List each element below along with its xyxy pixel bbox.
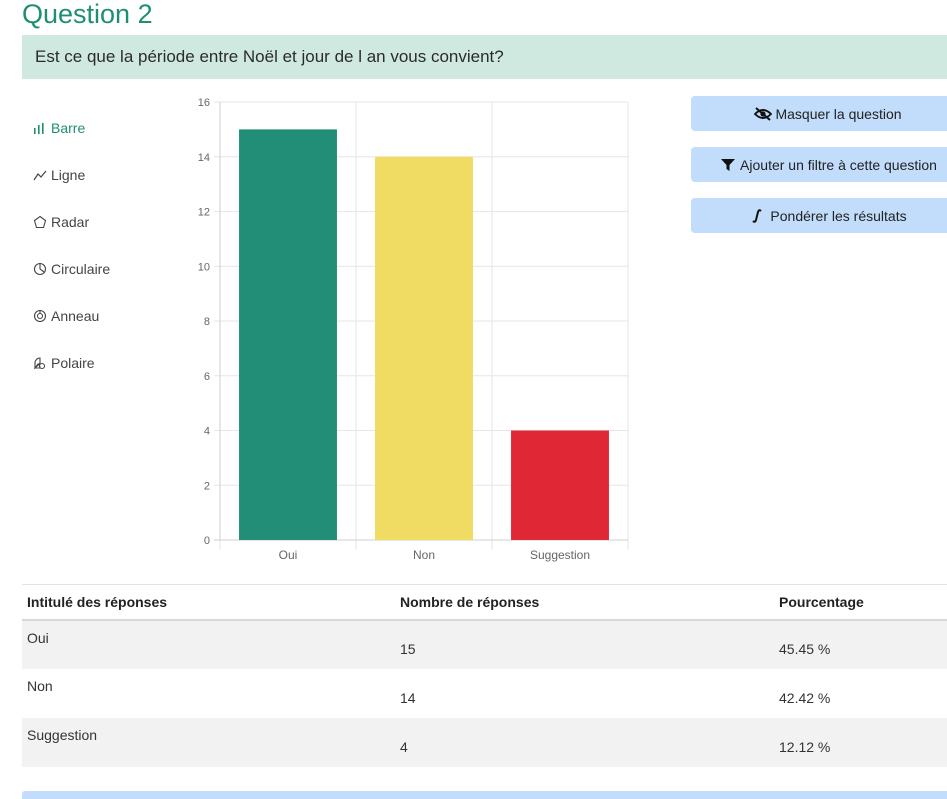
bar-oui: [239, 129, 337, 540]
y-tick-label: 2: [204, 480, 210, 492]
chart-type-selector: Barre Ligne Radar Circulaire Anneau Pola…: [33, 104, 173, 386]
polar-chart-icon: [33, 356, 47, 370]
y-tick-label: 16: [198, 97, 210, 109]
chart-type-label: Circulaire: [51, 260, 111, 277]
chart-type-label: Anneau: [51, 307, 100, 324]
chart-type-donut[interactable]: Anneau: [33, 292, 173, 339]
y-tick-label: 4: [204, 426, 210, 438]
table-row: Oui 15 45.45 %: [22, 620, 947, 669]
results-table: Intitulé des réponses Nombre de réponses…: [22, 584, 947, 767]
hide-question-button[interactable]: Masquer la question: [691, 96, 947, 131]
add-filter-label: Ajouter un filtre à cette question: [740, 156, 937, 173]
question-text: Est ce que la période entre Noël et jour…: [22, 35, 947, 79]
response-count: 14: [400, 689, 416, 706]
answer-label: Non: [27, 678, 53, 694]
weight-results-label: Pondérer les résultats: [770, 207, 907, 224]
y-tick-label: 8: [204, 316, 210, 328]
answer-label: Oui: [22, 620, 395, 669]
bar-non: [375, 156, 473, 540]
chart-type-label: Polaire: [51, 354, 95, 371]
chart-type-label: Radar: [51, 213, 90, 230]
bar-suggestion: [511, 430, 609, 540]
next-section-bar: [22, 791, 947, 799]
weight-results-button[interactable]: Pondérer les résultats: [691, 198, 947, 233]
chart-type-label: Ligne: [51, 166, 86, 183]
pie-chart-icon: [33, 262, 47, 276]
header-percentage: Pourcentage: [774, 584, 947, 621]
header-answer-label: Intitulé des réponses: [22, 584, 395, 621]
percentage: 12.12 %: [774, 718, 947, 767]
filter-icon: [719, 158, 737, 172]
x-tick-label: Oui: [279, 548, 298, 562]
question-actions: Masquer la question Ajouter un filtre à …: [691, 96, 947, 249]
eye-slash-icon: [754, 106, 773, 121]
y-tick-label: 14: [198, 152, 210, 164]
chart-type-bar[interactable]: Barre: [33, 104, 173, 151]
radar-chart-icon: [33, 215, 47, 229]
line-chart-icon: [33, 168, 47, 182]
answer-label: Suggestion: [22, 718, 395, 767]
chart-type-radar[interactable]: Radar: [33, 198, 173, 245]
question-title: Question 2: [22, 0, 153, 29]
chart-type-line[interactable]: Ligne: [33, 151, 173, 198]
percentage: 42.42 %: [779, 689, 831, 706]
donut-chart-icon: [33, 309, 47, 323]
percentage: 45.45 %: [774, 620, 947, 669]
x-tick-label: Suggestion: [530, 548, 590, 562]
function-icon: [749, 208, 767, 223]
y-tick-label: 0: [204, 535, 210, 547]
x-tick-label: Non: [413, 548, 435, 562]
y-tick-label: 10: [198, 261, 210, 273]
add-filter-button[interactable]: Ajouter un filtre à cette question: [691, 147, 947, 182]
header-response-count: Nombre de réponses: [395, 584, 774, 621]
hide-question-label: Masquer la question: [775, 105, 902, 122]
table-header-row: Intitulé des réponses Nombre de réponses…: [22, 584, 947, 621]
bar-chart-icon: [33, 121, 47, 135]
bar-chart: 0 2 4 6 8 10 12 14 16 Oui Non Suggestion: [198, 97, 629, 562]
table-row: Suggestion 4 12.12 %: [22, 718, 947, 767]
chart-type-polar[interactable]: Polaire: [33, 339, 173, 386]
response-count: 15: [395, 620, 774, 669]
response-count: 4: [395, 718, 774, 767]
y-tick-label: 6: [204, 371, 210, 383]
chart-type-pie[interactable]: Circulaire: [33, 245, 173, 292]
y-tick-label: 12: [198, 207, 210, 219]
chart-type-label: Barre: [51, 119, 86, 136]
table-row: Non 14 42.42 %: [22, 669, 947, 718]
